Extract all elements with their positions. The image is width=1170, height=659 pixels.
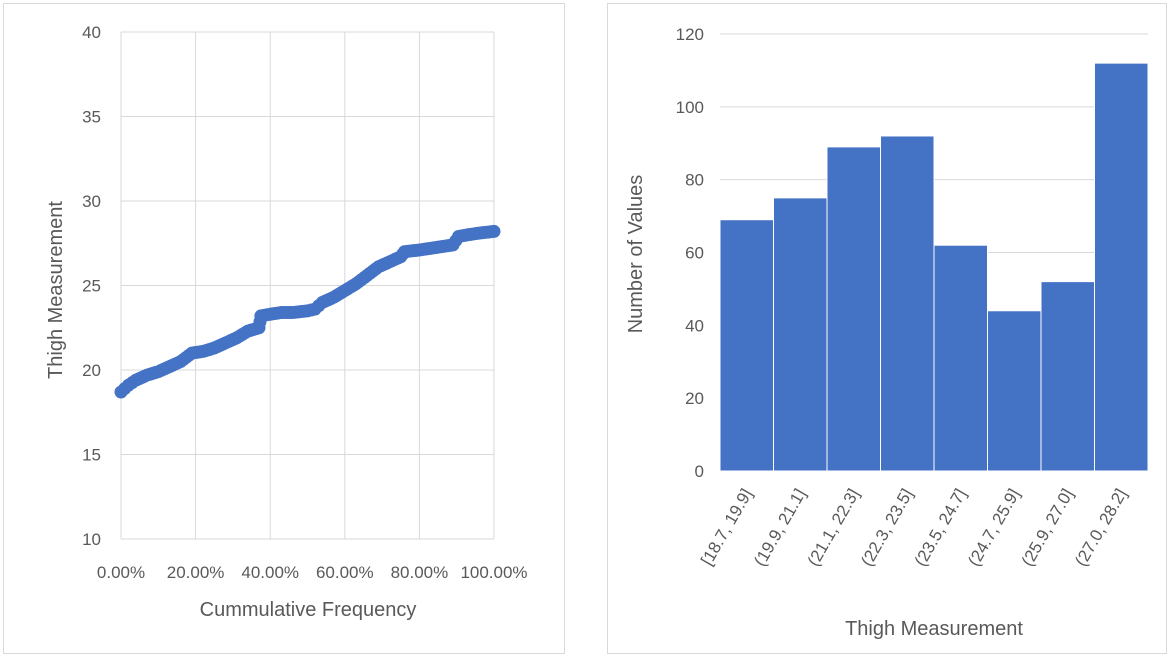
y-tick-label: 20 [82, 361, 101, 380]
bin-label: (25.9, 27.0] [1018, 486, 1077, 570]
y-axis-title: Number of Values [625, 175, 647, 334]
y-tick-label: 120 [676, 25, 704, 44]
y-axis-title: Thigh Measurement [45, 201, 67, 379]
histogram-chart: 0 20 40 60 80 100 120 [18.7, 19.9](19.9, 21.1]… [625, 25, 1149, 640]
x-tick-label: 40.00% [241, 563, 299, 582]
histogram-bar [880, 135, 935, 472]
y-tick-label: 35 [82, 108, 101, 127]
y-tick-label: 15 [82, 446, 101, 465]
bin-label: (24.7, 25.9] [964, 486, 1023, 570]
y-tick-label: 60 [685, 244, 704, 263]
histogram-bar [933, 244, 988, 472]
bin-label: (27.0, 28.2] [1071, 486, 1130, 570]
y-tick-label: 0 [695, 462, 704, 481]
y-tick-label: 80 [685, 171, 704, 190]
bin-label: (19.9, 21.1] [750, 486, 809, 570]
x-tick-label: 80.00% [391, 563, 449, 582]
y-tick-label: 20 [685, 389, 704, 408]
y-tick-label: 100 [676, 98, 704, 117]
bin-label: (21.1, 22.3] [804, 486, 863, 570]
bin-label: (22.3, 23.5] [857, 486, 916, 570]
data-point [487, 224, 501, 238]
y-tick-label: 40 [685, 316, 704, 335]
bin-label: (23.5, 24.7] [911, 486, 970, 570]
x-tick-label: 0.00% [97, 563, 145, 582]
histogram-bar [1040, 281, 1095, 472]
y-tick-label: 25 [82, 277, 101, 296]
cumulative-frequency-chart-panel: 10 15 20 25 30 35 40 0.00% 20.00% 40.00% 60.00% 80… [3, 3, 565, 654]
histogram-bar [987, 310, 1042, 472]
histogram-bar [1094, 62, 1149, 472]
histogram-bar [773, 197, 828, 472]
x-axis-title: Thigh Measurement [845, 618, 1023, 640]
y-tick-label: 30 [82, 192, 101, 211]
x-axis-title: Cummulative Frequency [200, 599, 417, 621]
x-tick-label: 100.00% [460, 563, 527, 582]
x-tick-label: 20.00% [167, 563, 225, 582]
histogram-bar [719, 219, 774, 472]
bin-label: [18.7, 19.9] [697, 486, 756, 569]
y-tick-label: 10 [82, 530, 101, 549]
y-tick-label: 40 [82, 23, 101, 42]
x-tick-label: 60.00% [316, 563, 374, 582]
cumulative-frequency-chart: 10 15 20 25 30 35 40 0.00% 20.00% 40.00% 60.00% 80… [45, 23, 528, 621]
histogram-bar [826, 146, 881, 472]
histogram-chart-panel: 0 20 40 60 80 100 120 [18.7, 19.9] (19.9, 21.1]… [607, 3, 1167, 654]
